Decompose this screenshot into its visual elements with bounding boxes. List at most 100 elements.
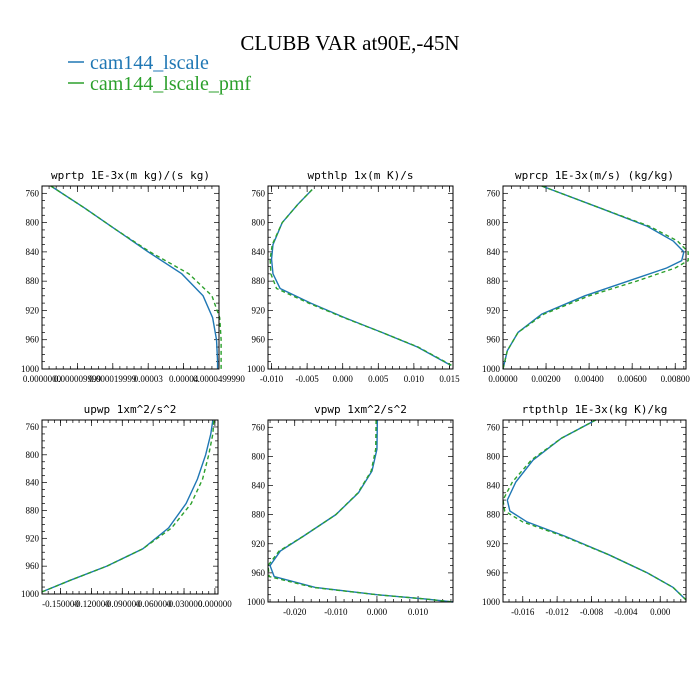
x-tick-label: 0.000 [367,607,388,617]
y-tick-label: 800 [252,451,266,461]
y-tick-label: 920 [26,533,40,543]
y-tick-label: 840 [26,478,40,488]
plot-frame [502,185,687,370]
y-tick-label: 880 [26,276,40,286]
series-line-1 [506,419,687,601]
y-tick-label: 920 [252,305,266,315]
x-tick-label: 0.00003 [134,374,164,384]
y-tick-label: 1000 [21,589,40,599]
plot-frame [41,185,220,370]
x-tick-label: -0.150000 [42,599,79,609]
figure-title: CLUBB VAR at90E,-45N [240,31,459,55]
x-tick-label: -0.060000 [135,599,172,609]
x-tick-label: 0.00000 [488,374,518,384]
x-tick-label: 0.0000499990 [193,374,245,384]
y-tick-label: 760 [252,188,266,198]
series-line-2 [269,189,452,366]
x-tick-label: -0.016 [511,607,535,617]
x-tick-label: 0.015 [439,374,460,384]
x-tick-label: 0.000009999 [54,374,102,384]
y-tick-label: 840 [252,481,266,491]
x-tick-label: -0.005 [296,374,320,384]
y-tick-label: 960 [26,335,40,345]
series-line-1 [269,419,454,603]
series-line-2 [502,419,687,601]
y-tick-label: 760 [26,188,40,198]
y-tick-label: 920 [487,539,501,549]
x-tick-label: 0.010 [404,374,425,384]
y-tick-label: 1000 [247,597,266,607]
panels: wprtp 1E-3x(m kg)/(s kg) 760 800 840 880 920 9… [21,169,690,617]
x-tick-label: 0.005 [368,374,389,384]
y-tick-label: 920 [252,539,266,549]
y-tick-label: 880 [487,510,501,520]
y-tick-label: 960 [252,568,266,578]
series-line-1 [41,419,214,593]
y-tick-label: 800 [26,450,40,460]
x-tick-label: -0.090000 [104,599,141,609]
x-tick-label: 0.000 [650,607,671,617]
y-tick-label: 920 [487,305,501,315]
legend-label-1: cam144_lscale [90,52,209,74]
y-tick-label: 800 [26,218,40,228]
x-tick-label: 0.0000000 [23,374,62,384]
panel-title: rtpthlp 1E-3x(kg K)/kg [522,403,668,416]
panel-title: vpwp 1xm^2/s^2 [314,403,407,416]
x-tick-label: -0.030000 [166,599,203,609]
series-line-1 [270,189,452,366]
y-tick-label: 960 [26,561,40,571]
y-tick-label: 760 [487,422,501,432]
y-tick-label: 760 [252,422,266,432]
y-tick-label: 920 [26,305,40,315]
y-tick-label: 880 [487,276,501,286]
panel-title: wprcp 1E-3x(m/s) (kg/kg) [515,169,674,182]
x-tick-label: -0.004 [614,607,638,617]
panel-title: wpthlp 1x(m K)/s [308,169,414,182]
legend: cam144_lscale cam144_lscale_pmf [68,52,251,95]
plot-frame [502,419,687,603]
y-tick-label: 960 [487,568,501,578]
x-tick-label: -0.008 [580,607,604,617]
legend-label-2: cam144_lscale_pmf [90,73,251,95]
y-tick-label: 760 [487,188,501,198]
panel-2: wpthlp 1x(m K)/s7608008408809209601000-0… [247,169,460,384]
y-tick-label: 1000 [21,364,40,374]
panel-5: vpwp 1xm^2/s^2 760 800 840 880 920 960 1000 -0.0… [247,403,454,617]
y-tick-label: 960 [252,335,266,345]
y-tick-label: 800 [252,218,266,228]
x-tick-label: 0.00600 [618,374,648,384]
plot-frame [41,419,219,595]
x-tick-label: 0.00004 [169,374,199,384]
y-tick-label: 840 [487,247,501,257]
x-tick-label: 0.00200 [531,374,561,384]
x-tick-label: 0.000 [333,374,354,384]
panel-4: upwp 1xm^2/s^27608008408809209601000-0.1… [21,403,232,609]
panel-3: wprcp 1E-3x(m/s) (kg/kg) 760 800 840 880 920 9… [482,169,690,384]
series-line-2 [41,419,215,593]
x-tick-label: 0.00800 [661,374,691,384]
y-tick-label: 880 [252,276,266,286]
series-line-2 [502,185,689,370]
x-tick-label: -0.020 [283,607,307,617]
plot-frame [267,419,454,603]
y-tick-label: 800 [487,218,501,228]
x-tick-label: -0.010 [324,607,348,617]
series-line-1 [502,185,685,370]
y-tick-label: 1000 [247,364,266,374]
y-tick-label: 880 [252,510,266,520]
y-tick-label: 1000 [482,597,501,607]
x-tick-label: -0.010 [260,374,284,384]
x-tick-label: 0.000000 [198,599,232,609]
panel-title: wprtp 1E-3x(m kg)/(s kg) [51,169,210,182]
y-tick-label: 960 [487,335,501,345]
y-tick-label: 1000 [482,364,501,374]
series-line-2 [50,185,222,369]
y-tick-label: 800 [487,451,501,461]
panel-title: upwp 1xm^2/s^2 [84,403,177,416]
y-tick-label: 840 [487,481,501,491]
panel-6: rtpthlp 1E-3x(kg K)/kg 760 800 840 880 920 960… [482,403,687,617]
y-tick-label: 880 [26,505,40,515]
x-tick-label: -0.120000 [73,599,110,609]
x-tick-label: 0.00400 [574,374,604,384]
